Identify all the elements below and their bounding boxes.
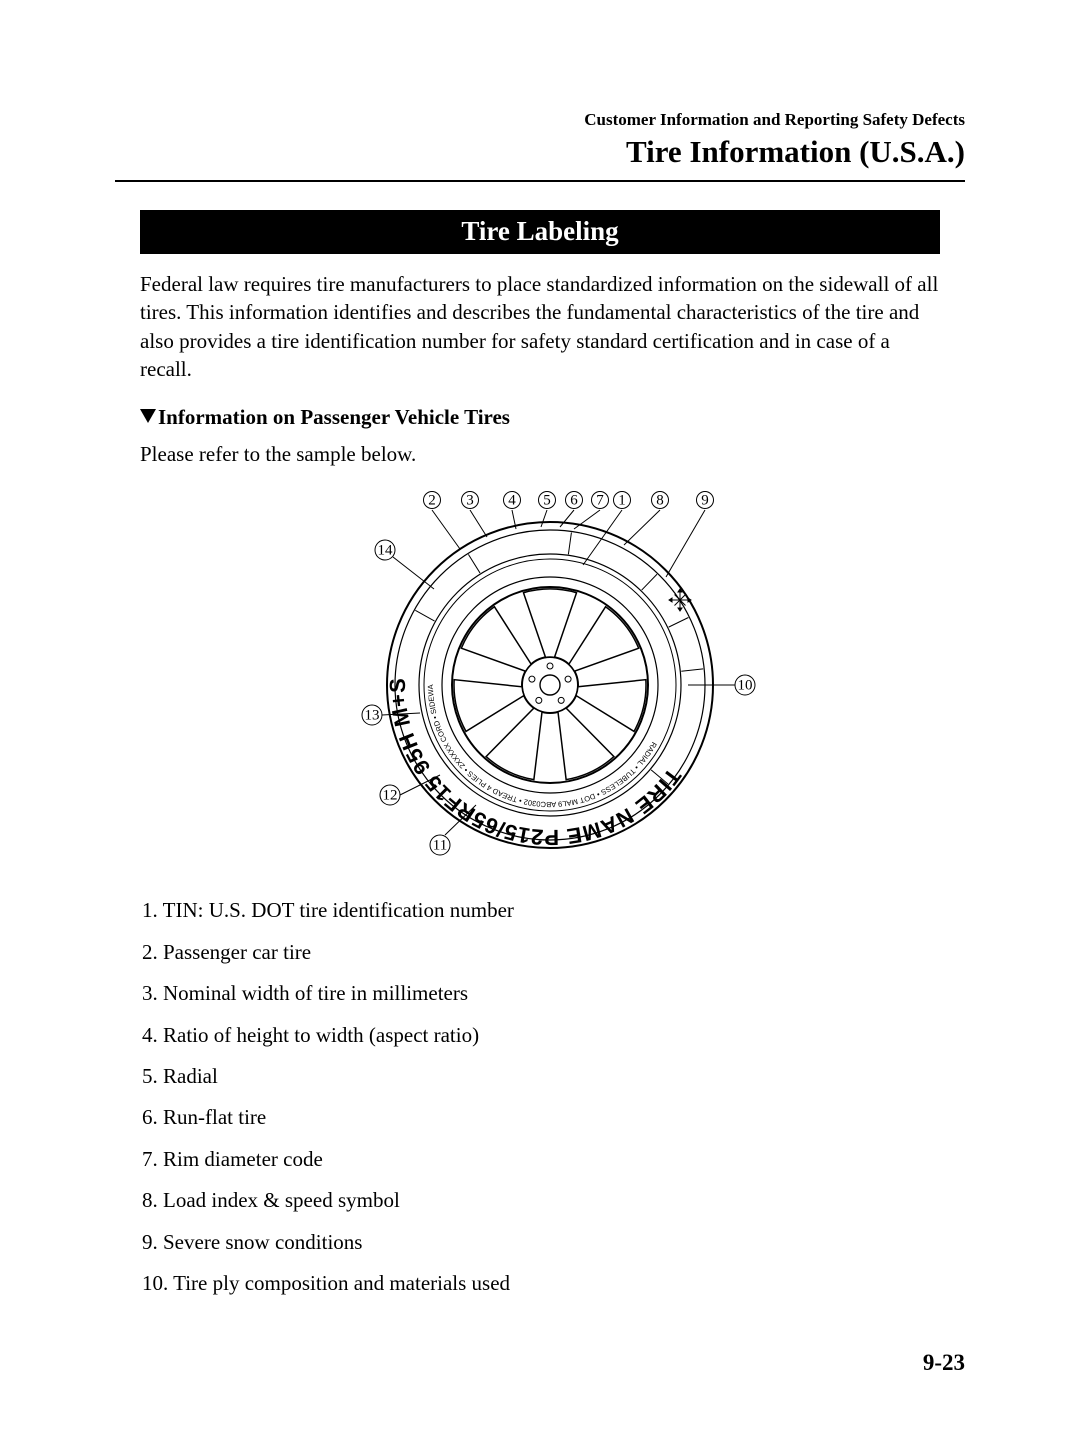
legend-item: 6. Run-flat tire bbox=[140, 1103, 940, 1132]
svg-text:4: 4 bbox=[508, 493, 516, 509]
legend-item: 4. Ratio of height to width (aspect rati… bbox=[140, 1021, 940, 1050]
legend-item: 10. Tire ply composition and materials u… bbox=[140, 1269, 940, 1298]
legend-item: 2. Passenger car tire bbox=[140, 938, 940, 967]
legend-item: 9. Severe snow conditions bbox=[140, 1228, 940, 1257]
tire-diagram: TIRE NAME P215/65RF15 95H M+S MANUFACTUR… bbox=[115, 485, 965, 870]
header-title: Tire Information (U.S.A.) bbox=[115, 134, 965, 170]
svg-text:1: 1 bbox=[618, 493, 626, 509]
header-category: Customer Information and Reporting Safet… bbox=[115, 110, 965, 130]
svg-text:3: 3 bbox=[466, 493, 474, 509]
svg-text:13: 13 bbox=[365, 708, 380, 724]
section-title-band: Tire Labeling bbox=[140, 210, 940, 254]
svg-text:5: 5 bbox=[543, 493, 551, 509]
header-rule bbox=[115, 180, 965, 182]
legend-item: 5. Radial bbox=[140, 1062, 940, 1091]
page: Customer Information and Reporting Safet… bbox=[0, 0, 1080, 1370]
legend-list: 1. TIN: U.S. DOT tire identification num… bbox=[140, 896, 940, 1298]
svg-text:7: 7 bbox=[596, 493, 604, 509]
refer-text: Please refer to the sample below. bbox=[140, 442, 940, 467]
subsection-heading-text: Information on Passenger Vehicle Tires bbox=[158, 405, 510, 429]
svg-text:10: 10 bbox=[738, 678, 753, 694]
page-number: 9-23 bbox=[923, 1350, 965, 1376]
svg-text:9: 9 bbox=[701, 493, 709, 509]
svg-text:8: 8 bbox=[656, 493, 664, 509]
triangle-down-icon bbox=[140, 409, 156, 423]
intro-paragraph: Federal law requires tire manufacturers … bbox=[140, 270, 940, 383]
svg-text:2: 2 bbox=[428, 493, 436, 509]
svg-text:14: 14 bbox=[378, 543, 394, 559]
tire-diagram-svg: TIRE NAME P215/65RF15 95H M+S MANUFACTUR… bbox=[290, 485, 790, 870]
svg-text:11: 11 bbox=[433, 838, 447, 854]
subsection-heading: Information on Passenger Vehicle Tires bbox=[140, 405, 940, 430]
legend-item: 3. Nominal width of tire in millimeters bbox=[140, 979, 940, 1008]
legend-item: 1. TIN: U.S. DOT tire identification num… bbox=[140, 896, 940, 925]
svg-text:6: 6 bbox=[570, 493, 578, 509]
legend-item: 8. Load index & speed symbol bbox=[140, 1186, 940, 1215]
svg-text:12: 12 bbox=[383, 788, 398, 804]
legend-item: 7. Rim diameter code bbox=[140, 1145, 940, 1174]
